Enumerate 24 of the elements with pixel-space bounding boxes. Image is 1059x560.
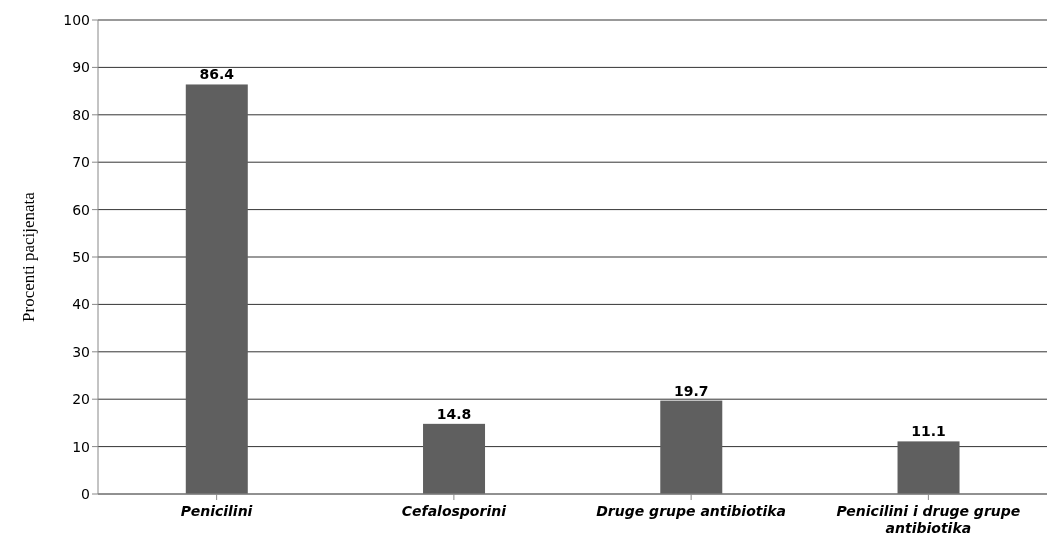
y-tick-label: 80 [72,106,90,123]
data-label: 86.4 [199,66,235,83]
y-axis-title: Procenti pacijenata [19,191,39,322]
x-tick-label: Penicilini i druge grupe antibiotika [836,503,1021,536]
x-tick-label: Penicilini [180,503,253,519]
y-tick-label: 50 [72,248,90,265]
x-tick-label: Cefalosporini [401,503,507,519]
y-tick-label: 60 [72,201,90,218]
y-tick-label: 70 [72,154,90,171]
y-tick-label: 100 [63,11,90,28]
data-label: 14.8 [436,405,472,422]
bar [423,423,486,494]
data-label: 11.1 [911,423,946,440]
y-tick-label: 20 [72,391,90,408]
data-label: 19.7 [674,382,709,399]
bar [185,84,248,494]
bar [897,441,960,494]
bar [660,400,723,494]
y-tick-label: 90 [72,59,90,76]
y-tick-label: 0 [81,485,90,502]
y-tick-label: 10 [72,438,90,455]
y-tick-label: 30 [72,343,90,360]
y-tick-label: 40 [72,296,90,313]
x-tick-label: Druge grupe antibiotika [596,503,787,519]
